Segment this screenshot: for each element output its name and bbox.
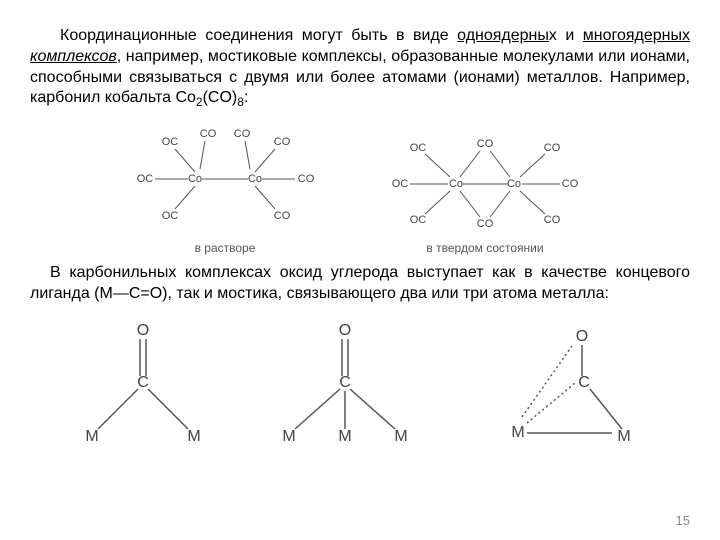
- lig-oc: OC: [137, 173, 154, 185]
- p1-sub1: 2: [196, 96, 203, 110]
- co-atom-left: Co: [449, 178, 463, 190]
- p1-mid: (CO): [203, 89, 238, 106]
- atom-c: C: [578, 374, 590, 391]
- bridge-side-on: O C M M: [472, 321, 652, 451]
- p1-end: :: [244, 89, 248, 106]
- atom-c: C: [339, 374, 351, 391]
- lig-oc: OC: [392, 178, 409, 190]
- p1-after-u1: х и: [549, 27, 583, 44]
- caption-solid: в твердом состоянии: [370, 241, 600, 255]
- diagram-solid: Co Co CO CO OC OC OC CO CO CO в твердом …: [370, 119, 600, 255]
- lig-co: CO: [200, 128, 217, 140]
- lig-oc: OC: [162, 210, 179, 222]
- atom-o: O: [575, 328, 587, 345]
- atom-m: M: [617, 428, 630, 445]
- atom-o: O: [339, 322, 351, 339]
- atom-c: C: [138, 374, 150, 391]
- atom-o: O: [137, 322, 149, 339]
- bridge-modes-row: O C M M O C M M M: [50, 321, 670, 451]
- cobalt-diagrams-row: Co Co OC OC OC CO CO CO CO CO в растворе: [30, 119, 690, 255]
- lig-co: CO: [234, 128, 251, 140]
- atom-m: M: [86, 428, 99, 445]
- page-number: 15: [676, 513, 690, 528]
- diagram-solution: Co Co OC OC OC CO CO CO CO CO в растворе: [120, 119, 330, 255]
- co-atom-right: Co: [507, 178, 521, 190]
- structure-solution-svg: Co Co OC OC OC CO CO CO CO CO: [120, 119, 330, 239]
- co-atom-right: Co: [248, 173, 262, 185]
- lig-oc: OC: [410, 214, 427, 226]
- paragraph-1: Координационные соединения могут быть в …: [30, 26, 690, 111]
- p1-after-u3: , например, мостиковые комплексы, образо…: [30, 48, 690, 107]
- lig-co: CO: [544, 142, 561, 154]
- lig-co-bridge-top: CO: [477, 138, 494, 150]
- lig-co: CO: [544, 214, 561, 226]
- lig-co: CO: [298, 173, 315, 185]
- atom-m: M: [511, 424, 524, 441]
- atom-m: M: [338, 428, 351, 445]
- co-atom-left: Co: [188, 173, 202, 185]
- lig-co-bridge-bot: CO: [477, 218, 494, 230]
- structure-solid-svg: Co Co CO CO OC OC OC CO CO CO: [370, 119, 600, 239]
- lig-oc: OC: [410, 142, 427, 154]
- p1-underline-2: многоядерных: [583, 27, 690, 44]
- p1-underline-1: одноядерны: [457, 27, 549, 44]
- paragraph-2: В карбонильных комплексах оксид углерода…: [30, 263, 690, 305]
- bridge-mu3: O C M M M: [255, 321, 435, 451]
- atom-m: M: [394, 428, 407, 445]
- lig-co: CO: [274, 136, 291, 148]
- atom-m: M: [282, 428, 295, 445]
- p1-underline-3: комплексов: [30, 48, 117, 65]
- slide-content: Координационные соединения могут быть в …: [0, 0, 720, 451]
- lig-co: CO: [562, 178, 579, 190]
- p1-sub2: 8: [237, 96, 244, 110]
- lig-oc: OC: [162, 136, 179, 148]
- bridge-mu1: O C M M: [68, 321, 218, 451]
- lig-co: CO: [274, 210, 291, 222]
- caption-solution: в растворе: [120, 241, 330, 255]
- atom-m: M: [188, 428, 201, 445]
- p1-lead: Координационные соединения могут быть в …: [60, 27, 457, 44]
